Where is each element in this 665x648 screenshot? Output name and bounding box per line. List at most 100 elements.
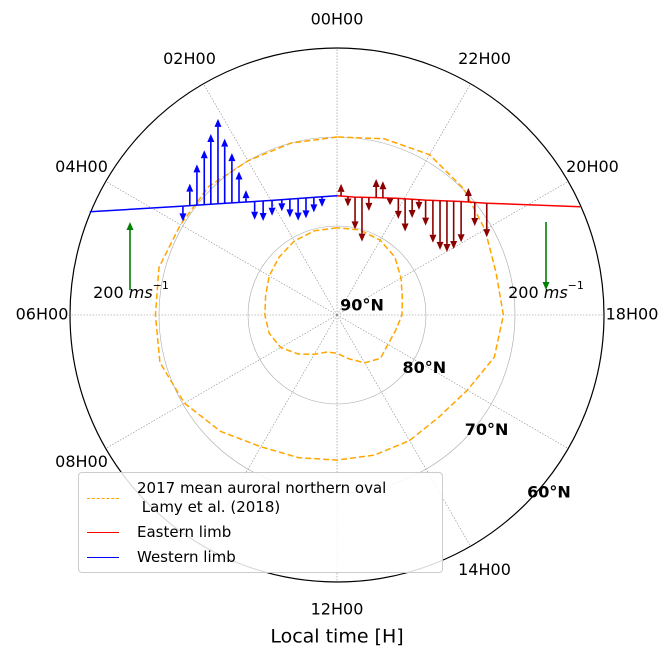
velocity-arrow — [228, 153, 236, 203]
arrow-head — [344, 198, 352, 207]
velocity-arrow — [415, 199, 423, 210]
grid-spoke — [105, 181, 338, 316]
arrow-head — [379, 181, 387, 190]
velocity-arrow — [464, 187, 472, 202]
arrow-head — [436, 241, 444, 250]
velocity-arrow — [379, 181, 387, 199]
legend-label: Eastern limb — [137, 523, 232, 541]
arrow-head — [235, 171, 243, 180]
grid-spoke — [336, 181, 569, 316]
reference-value: 200 — [93, 283, 124, 302]
velocity-arrow — [394, 198, 402, 219]
arrow-head — [429, 234, 437, 243]
x-tick-label: 04H00 — [55, 157, 108, 176]
arrow-head — [302, 210, 310, 219]
arrow-head — [186, 183, 194, 192]
outer-ring — [69, 47, 605, 583]
arrow-head — [542, 282, 550, 290]
velocity-arrow — [235, 171, 243, 203]
velocity-arrow — [318, 196, 326, 207]
reference-label: 200 ms−1 — [508, 279, 584, 302]
arrow-head — [251, 211, 259, 220]
velocity-arrow — [422, 200, 430, 226]
x-tick-label: 08H00 — [55, 452, 108, 471]
y-tick-label: 70°N — [465, 420, 509, 439]
grid-ring — [247, 225, 427, 405]
arrow-head — [394, 210, 402, 219]
reference-arrow — [126, 222, 134, 290]
x-tick-label: 20H00 — [566, 157, 619, 176]
legend-label: Western limb — [137, 548, 236, 566]
arrow-head — [365, 202, 373, 211]
velocity-arrow — [179, 206, 187, 222]
arrow-head — [450, 240, 458, 249]
velocity-arrow — [278, 199, 286, 212]
arrow-head — [351, 221, 359, 230]
velocity-arrow — [186, 183, 194, 206]
velocity-arrow — [207, 134, 215, 204]
velocity-arrow — [251, 201, 259, 220]
reference-exponent: −1 — [568, 279, 584, 292]
arrow-head — [242, 190, 250, 199]
velocity-arrow — [443, 200, 451, 252]
velocity-arrow — [268, 200, 276, 216]
velocity-arrow — [337, 183, 345, 196]
reference-unit: ms — [544, 283, 568, 302]
velocity-arrow — [242, 190, 250, 203]
reference-arrow — [542, 222, 550, 290]
velocity-arrow — [401, 199, 409, 232]
series-line — [89, 194, 338, 213]
velocity-arrow — [214, 118, 222, 204]
velocity-arrow — [358, 197, 366, 242]
velocity-arrow — [365, 197, 373, 211]
arrow-head — [278, 203, 286, 212]
velocity-arrow — [221, 138, 229, 204]
velocity-arrow — [471, 202, 479, 227]
x-tick-label: 02H00 — [163, 49, 216, 68]
legend-swatch — [87, 532, 119, 533]
arrow-head — [200, 150, 208, 159]
reference-exponent: −1 — [153, 279, 169, 292]
arrow-head — [268, 207, 276, 216]
legend-swatch — [87, 557, 119, 558]
grid-spoke — [336, 314, 471, 547]
arrow-head — [386, 198, 394, 206]
velocity-arrow — [457, 201, 465, 243]
velocity-arrow — [259, 200, 267, 222]
x-tick-label: 00H00 — [311, 10, 364, 29]
reference-unit: ms — [129, 283, 153, 302]
y-tick-label: 90°N — [340, 296, 384, 315]
arrow-head — [464, 187, 472, 196]
grid-spoke — [336, 314, 569, 449]
legend-entry: Eastern limb — [87, 523, 231, 542]
velocity-arrow — [294, 198, 302, 221]
arrow-head — [294, 212, 302, 221]
velocity-arrow — [200, 150, 208, 205]
arrow-head — [221, 138, 229, 147]
arrow-head — [337, 183, 345, 192]
arrow-head — [214, 118, 222, 127]
velocity-arrow — [436, 200, 444, 250]
velocity-arrow — [386, 198, 394, 206]
arrow-head — [471, 218, 479, 227]
series-line — [336, 194, 581, 208]
x-tick-label: 06H00 — [16, 305, 69, 324]
arrow-head — [207, 134, 215, 143]
velocity-arrow — [483, 203, 491, 238]
legend-swatch — [87, 497, 119, 499]
velocity-arrow — [344, 196, 352, 207]
x-tick-label: 12H00 — [311, 600, 364, 619]
x-tick-label: 18H00 — [606, 305, 659, 324]
arrow-head — [228, 153, 236, 162]
velocity-arrow — [429, 200, 437, 243]
legend-entry: Western limb — [87, 548, 236, 567]
grid-spoke — [203, 83, 338, 316]
velocity-arrow — [302, 198, 310, 219]
arrow-head — [401, 223, 409, 232]
arrow-head — [457, 234, 465, 243]
arrow-head — [310, 204, 318, 213]
arrow-head — [408, 210, 416, 219]
arrow-head — [193, 164, 201, 173]
velocity-arrow — [408, 199, 416, 219]
